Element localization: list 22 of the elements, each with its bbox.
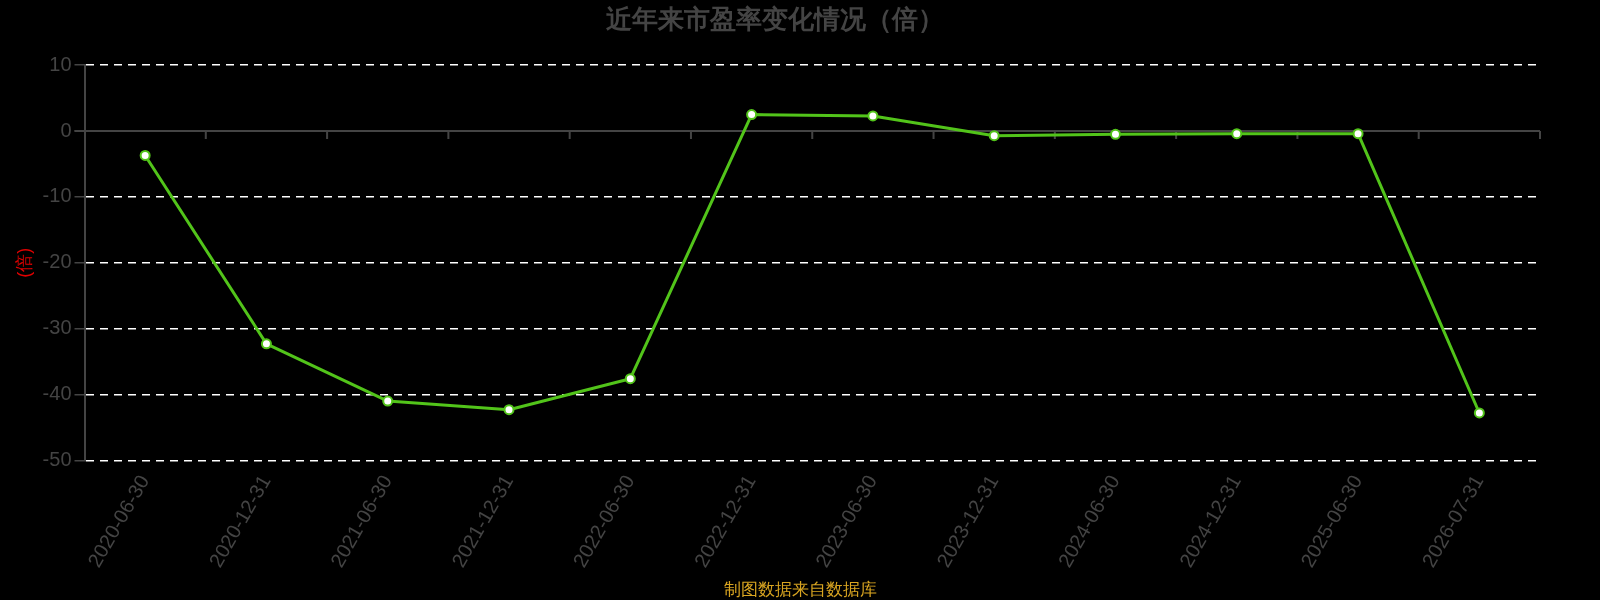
y-tick-label: 0 — [60, 118, 72, 141]
text: 制图数据来自数据库 — [722, 578, 878, 600]
y-axis-title: (倍) — [13, 247, 34, 278]
point — [1352, 128, 1364, 140]
y-tick-label: -40 — [42, 382, 72, 405]
point — [503, 404, 515, 416]
point — [382, 395, 394, 407]
point — [1231, 128, 1243, 140]
point — [260, 338, 272, 350]
point — [1109, 128, 1121, 140]
point — [624, 373, 636, 385]
y-tick-label: -20 — [42, 250, 72, 273]
point — [988, 130, 1000, 142]
point — [746, 109, 758, 121]
point — [139, 149, 151, 161]
y-tick-label: 10 — [49, 52, 72, 75]
point — [1473, 407, 1485, 419]
point — [867, 110, 879, 122]
y-tick-label: -50 — [42, 447, 72, 470]
chart-title: 近年来市盈率变化情况（倍） — [606, 4, 944, 35]
y-tick-label: -30 — [42, 316, 72, 339]
y-tick-label: -10 — [42, 184, 72, 207]
